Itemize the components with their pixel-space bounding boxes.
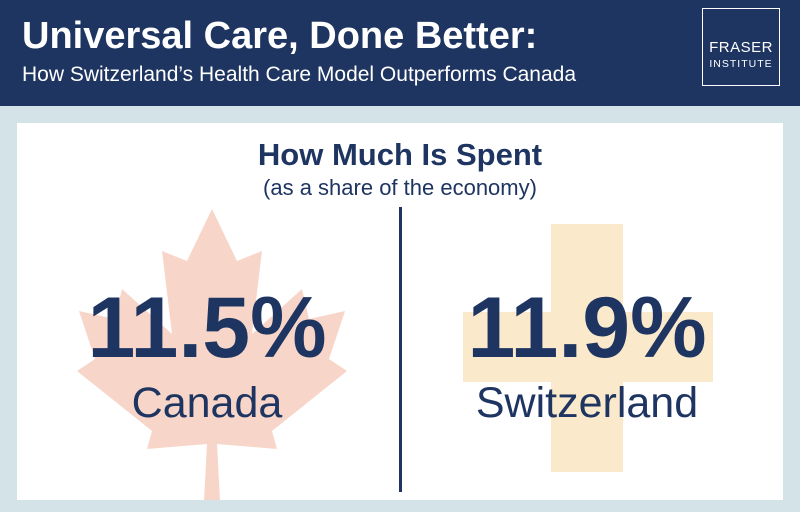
page-title: Universal Care, Done Better: [22, 15, 538, 57]
logo-text-line2: INSTITUTE [709, 58, 773, 70]
switzerland-spending-value: 11.9% [467, 280, 707, 376]
canada-label: Canada [131, 379, 283, 427]
header-banner: Universal Care, Done Better: How Switzer… [0, 0, 800, 106]
switzerland-label: Switzerland [475, 379, 699, 427]
fraser-institute-logo: FRASER INSTITUTE [702, 8, 780, 86]
center-divider [399, 207, 402, 492]
logo-text-line1: FRASER [709, 39, 773, 56]
page-subtitle: How Switzerland’s Health Care Model Outp… [22, 63, 577, 86]
swiss-cross-horizontal-bar [463, 312, 713, 382]
content-panel: How Much Is Spent (as a share of the eco… [17, 123, 783, 500]
maple-leaf-icon [77, 209, 347, 500]
canada-spending-value: 11.5% [87, 280, 327, 376]
section-title: How Much Is Spent [257, 137, 543, 172]
section-subtitle: (as a share of the economy) [263, 175, 537, 200]
